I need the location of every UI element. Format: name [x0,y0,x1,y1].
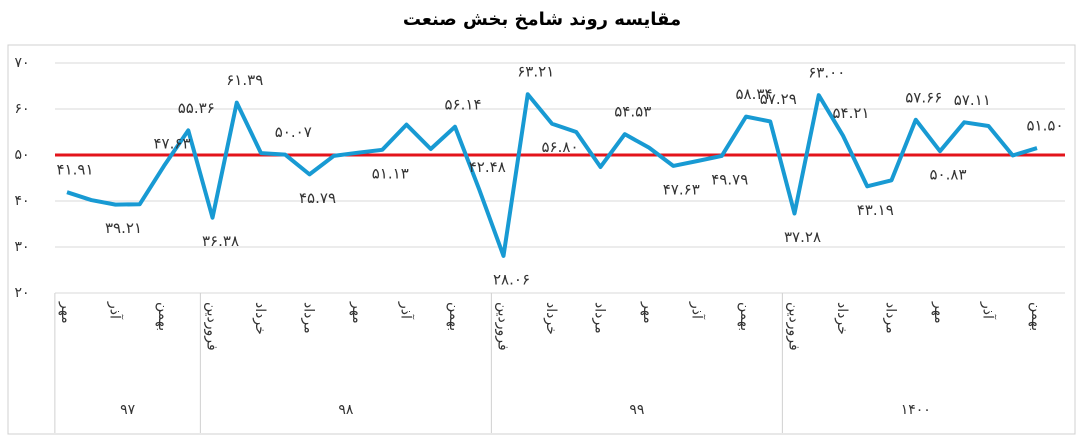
x-tick-label: مهر [931,301,947,324]
x-tick-label: مرداد [301,302,317,334]
data-label: ۵۱.۵۰ [1027,117,1064,135]
data-label: ۵۷.۱۱ [954,91,991,109]
data-label: ۴۲.۴۸ [469,158,506,176]
data-label: ۶۱.۳۹ [226,71,263,89]
chart-frame [7,44,1076,435]
y-tick-label: ۲۰ [14,285,29,301]
y-tick-label: ۴۰ [14,193,29,209]
data-label: ۳۹.۲۱ [105,219,142,237]
x-tick-label: بهمن [737,302,753,331]
y-tick-label: ۳۰ [14,239,29,255]
x-tick-label: آذر [689,301,706,320]
x-tick-label: خرداد [252,302,268,335]
data-label: ۵۱.۱۳ [372,164,409,182]
data-label: ۵۰.۰۷ [275,123,312,141]
x-tick-label: فروردین [786,302,802,351]
data-label: ۵۰.۸۳ [930,166,967,184]
x-tick-label: آذر [107,301,124,320]
data-label: ۳۷.۲۸ [784,228,821,246]
y-tick-label: ۵۰ [14,147,29,163]
data-label: ۴۵.۷۹ [299,189,336,207]
data-label: ۶۳.۰۰ [808,64,845,82]
x-tick-label: خرداد [834,302,850,335]
data-label: ۳۶.۳۸ [202,232,239,250]
data-label: ۴۱.۹۱ [57,161,94,179]
x-tick-label: خرداد [543,302,559,335]
x-tick-label: آذر [980,301,997,320]
x-tick-label: فروردین [495,302,511,351]
data-line [66,92,1038,258]
x-tick-label: مهر [58,301,74,324]
x-tick-label: فروردین [204,302,220,351]
x-tick-label: مرداد [883,302,899,334]
x-tick-label: آذر [398,301,415,320]
group-label: ۱۴۰۰ [901,402,931,418]
data-label: ۲۸.۰۶ [493,270,530,288]
y-tick-label: ۶۰ [14,101,29,117]
data-label: ۵۴.۵۳ [614,103,651,121]
group-label: ۹۸ [338,402,354,418]
x-tick-label: مهر [349,301,365,324]
data-label: ۴۷.۶۳ [663,180,700,198]
data-label: ۵۶.۱۴ [445,95,482,113]
data-label: ۴۷.۶۳ [154,134,191,152]
data-label: ۵۷.۲۹ [760,90,797,108]
data-label: ۴۳.۱۹ [857,201,894,219]
chart-title: مقایسه روند شامخ بخش صنعت [403,9,681,30]
x-tick-label: بهمن [1028,302,1044,331]
data-label: ۵۸.۳۴ [736,85,773,103]
group-label: ۹۷ [120,402,136,418]
data-label: ۵۷.۶۶ [905,88,942,106]
x-tick-label: مرداد [592,302,608,334]
data-label: ۵۴.۲۱ [833,104,870,122]
x-tick-label: بهمن [155,302,171,331]
data-label: ۵۶.۸۰ [542,138,579,156]
data-label: ۶۳.۲۱ [517,63,554,81]
x-tick-label: مهر [640,301,656,324]
x-tick-label: بهمن [446,302,462,331]
y-tick-label: ۷۰ [14,55,29,71]
group-label: ۹۹ [629,402,644,418]
data-label: ۴۹.۷۹ [711,170,748,188]
data-label: ۵۵.۳۶ [178,99,215,117]
